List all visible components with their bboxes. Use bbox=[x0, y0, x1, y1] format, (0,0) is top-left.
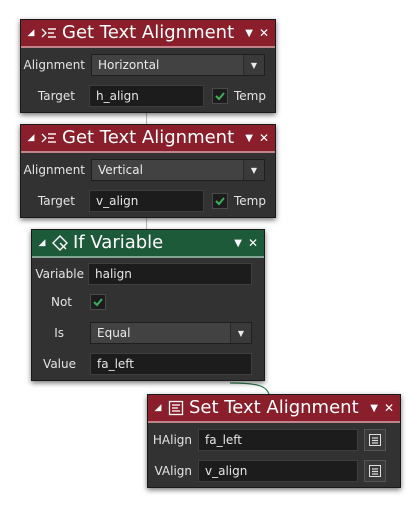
set-text-icon bbox=[168, 400, 184, 416]
alignment-dropdown[interactable]: Horizontal ▼ bbox=[91, 54, 265, 76]
chevron-down-icon[interactable]: ▼ bbox=[245, 132, 253, 144]
connector-wire bbox=[146, 112, 147, 126]
chevron-down-icon[interactable]: ▼ bbox=[243, 160, 264, 180]
target-input[interactable]: v_align bbox=[89, 190, 204, 212]
value-label: Value bbox=[43, 357, 76, 371]
not-label: Not bbox=[50, 295, 72, 309]
variable-picker-icon bbox=[369, 465, 381, 477]
temp-checkbox[interactable] bbox=[212, 193, 228, 209]
value-input[interactable]: fa_left bbox=[90, 353, 252, 375]
triangle-down-icon[interactable]: ◢ bbox=[38, 238, 46, 248]
node-header[interactable]: ◢ If Variable ▼ ✕ bbox=[32, 230, 264, 258]
close-icon[interactable]: ✕ bbox=[258, 131, 269, 145]
connector-wire bbox=[146, 217, 147, 231]
variable-picker-button[interactable] bbox=[364, 460, 386, 482]
temp-label: Temp bbox=[234, 89, 266, 103]
is-label: Is bbox=[54, 326, 64, 340]
node-header[interactable]: ◢ Set Text Alignment ▼ ✕ bbox=[148, 395, 400, 423]
if-variable-icon bbox=[52, 235, 68, 251]
node-header[interactable]: ◢ Get Text Alignment ▼ ✕ bbox=[21, 20, 275, 48]
checkmark-icon bbox=[93, 298, 103, 307]
target-label: Target bbox=[37, 89, 75, 103]
chevron-down-icon[interactable]: ▼ bbox=[230, 323, 251, 343]
node-title: Get Text Alignment bbox=[62, 22, 235, 43]
not-checkbox[interactable] bbox=[90, 294, 106, 310]
if-variable-node[interactable]: ◢ If Variable ▼ ✕ Variable halign Not Is… bbox=[31, 229, 265, 381]
chevron-down-icon[interactable]: ▼ bbox=[243, 55, 264, 75]
halign-label: HAlign bbox=[152, 433, 192, 447]
close-icon[interactable]: ✕ bbox=[247, 236, 258, 250]
alignment-label: Alignment bbox=[23, 163, 85, 177]
text-align-icon bbox=[41, 133, 56, 143]
close-icon[interactable]: ✕ bbox=[383, 401, 394, 415]
triangle-down-icon[interactable]: ◢ bbox=[154, 403, 162, 413]
variable-input[interactable]: halign bbox=[88, 263, 252, 285]
valign-input[interactable]: v_align bbox=[198, 460, 358, 482]
node-title: If Variable bbox=[73, 232, 164, 253]
triangle-down-icon[interactable]: ◢ bbox=[27, 133, 35, 143]
get-text-alignment-node-1[interactable]: ◢ Get Text Alignment ▼ ✕ Alignment Horiz… bbox=[20, 19, 276, 113]
node-title: Get Text Alignment bbox=[62, 127, 235, 148]
set-text-alignment-node[interactable]: ◢ Set Text Alignment ▼ ✕ HAlign fa_left … bbox=[147, 394, 401, 488]
alignment-label: Alignment bbox=[23, 58, 85, 72]
target-value: v_align bbox=[96, 194, 139, 208]
alignment-dropdown[interactable]: Vertical ▼ bbox=[91, 159, 265, 181]
target-value: h_align bbox=[96, 89, 139, 103]
halign-value: fa_left bbox=[205, 433, 243, 447]
comparison-dropdown[interactable]: Equal ▼ bbox=[90, 322, 252, 344]
get-text-alignment-node-2[interactable]: ◢ Get Text Alignment ▼ ✕ Alignment Verti… bbox=[20, 124, 276, 218]
target-input[interactable]: h_align bbox=[89, 85, 204, 107]
variable-picker-button[interactable] bbox=[364, 429, 386, 451]
triangle-down-icon[interactable]: ◢ bbox=[27, 28, 35, 38]
node-title: Set Text Alignment bbox=[189, 397, 359, 418]
chevron-down-icon[interactable]: ▼ bbox=[370, 402, 378, 414]
halign-input[interactable]: fa_left bbox=[198, 429, 358, 451]
node-header[interactable]: ◢ Get Text Alignment ▼ ✕ bbox=[21, 125, 275, 153]
chevron-down-icon[interactable]: ▼ bbox=[245, 27, 253, 39]
value-value: fa_left bbox=[97, 357, 135, 371]
temp-checkbox[interactable] bbox=[212, 88, 228, 104]
temp-label: Temp bbox=[234, 194, 266, 208]
text-align-icon bbox=[41, 28, 56, 38]
variable-value: halign bbox=[95, 267, 132, 281]
checkmark-icon bbox=[215, 197, 225, 206]
alignment-value: Vertical bbox=[98, 163, 143, 177]
target-label: Target bbox=[37, 194, 75, 208]
variable-picker-icon bbox=[369, 434, 381, 446]
valign-label: VAlign bbox=[154, 464, 192, 478]
variable-label: Variable bbox=[35, 267, 84, 281]
chevron-down-icon[interactable]: ▼ bbox=[234, 237, 242, 249]
alignment-value: Horizontal bbox=[98, 58, 160, 72]
close-icon[interactable]: ✕ bbox=[258, 26, 269, 40]
checkmark-icon bbox=[215, 92, 225, 101]
comparison-value: Equal bbox=[97, 326, 131, 340]
valign-value: v_align bbox=[205, 464, 248, 478]
